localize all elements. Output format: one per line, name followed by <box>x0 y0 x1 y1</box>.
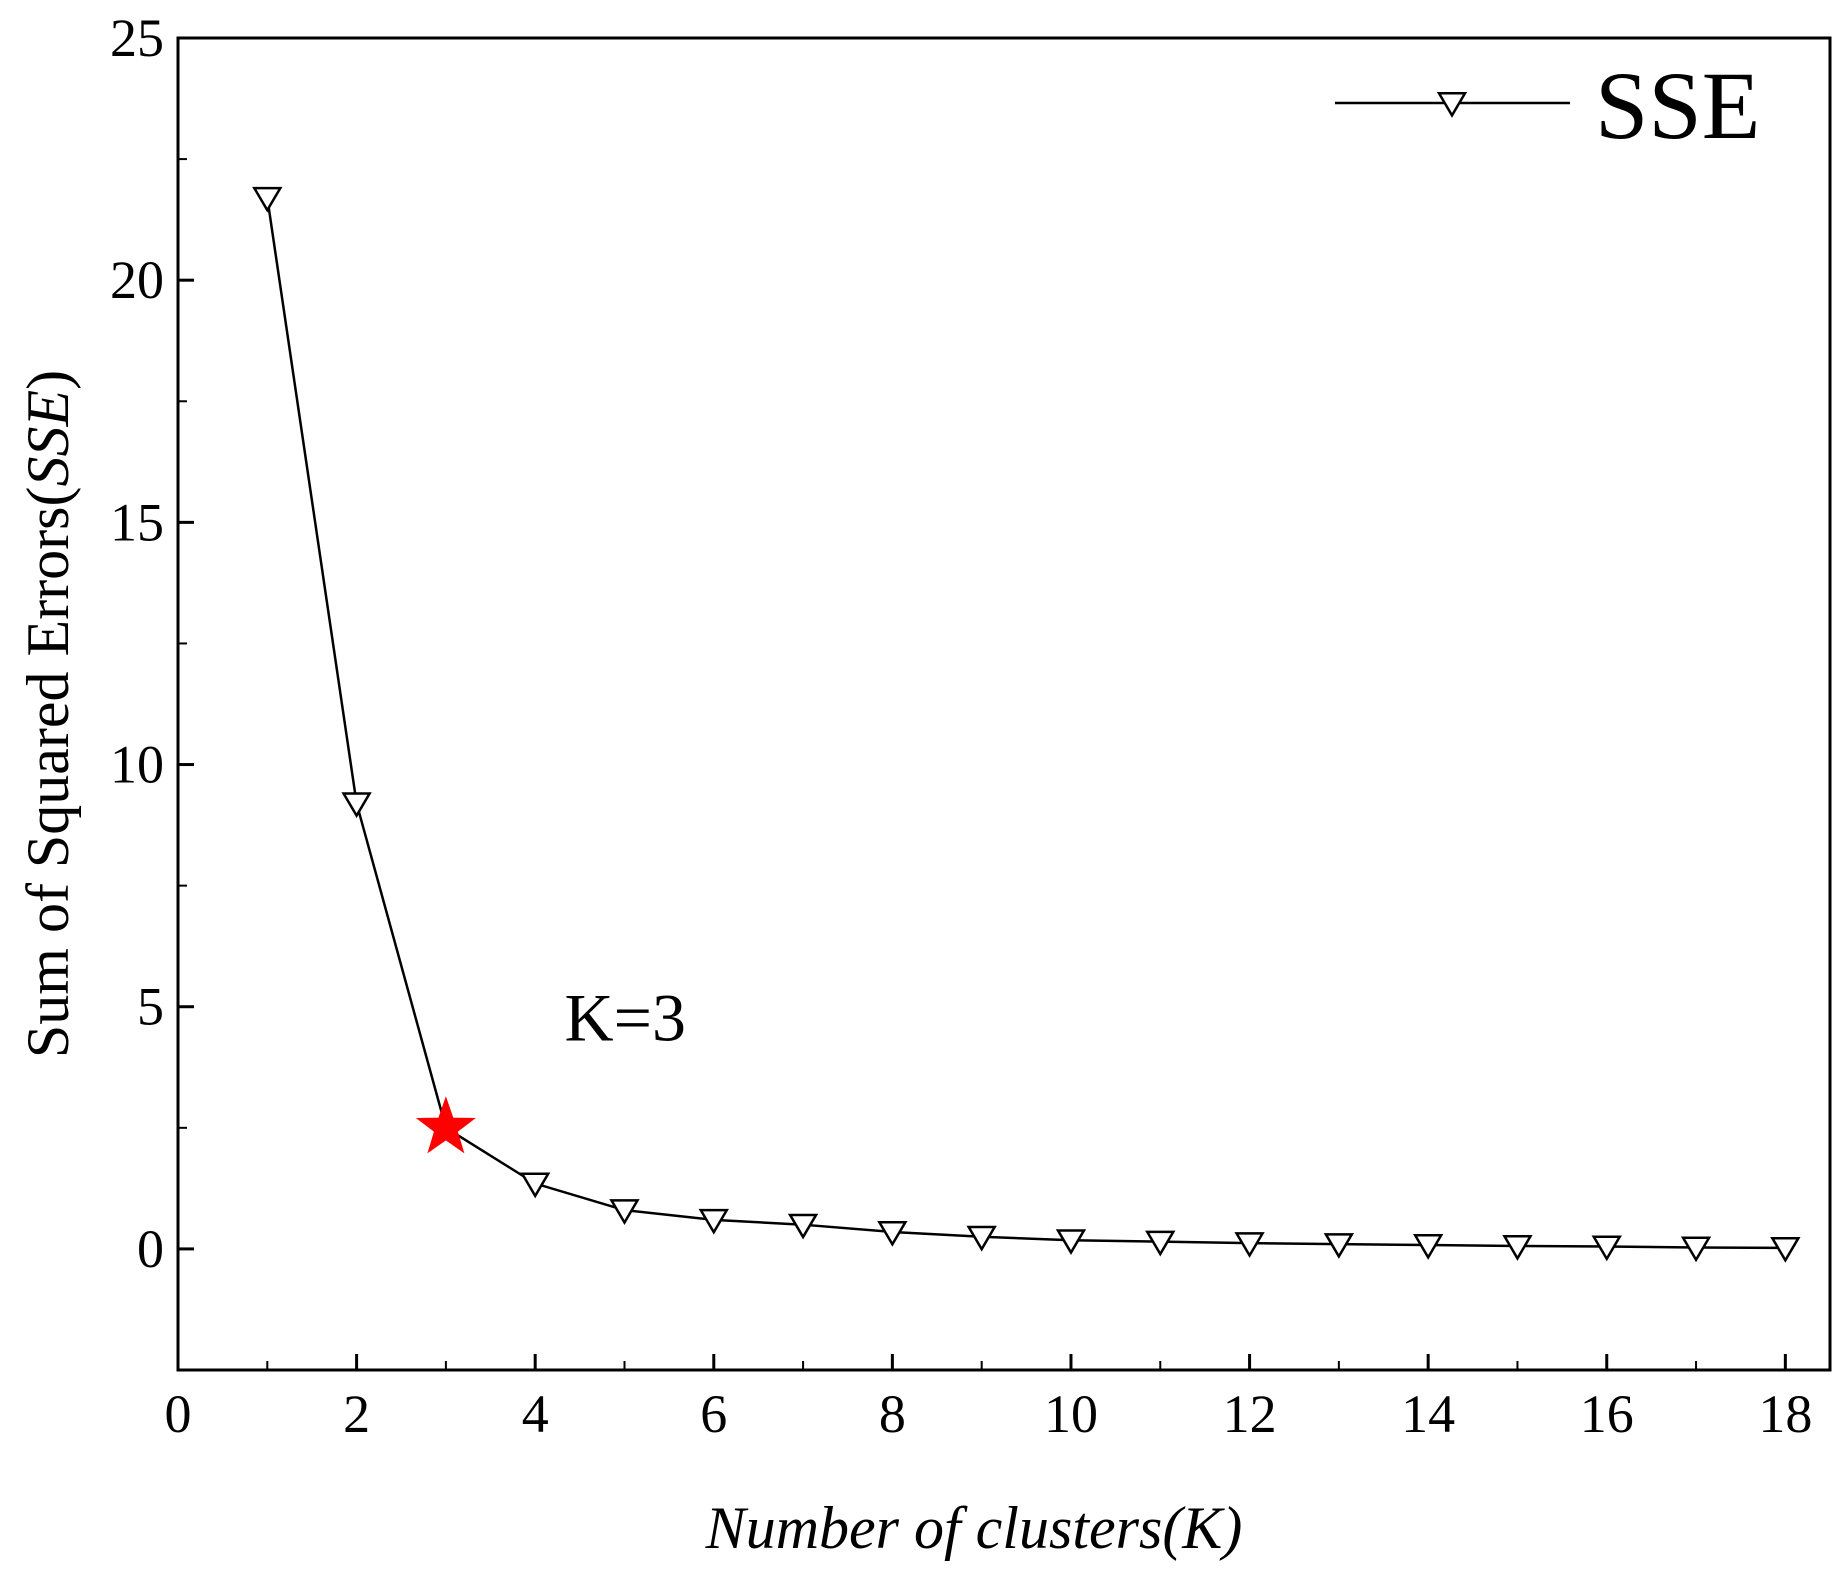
sse-point-marker <box>698 1208 729 1235</box>
y-tick-label: 25 <box>110 8 164 68</box>
sse-point-marker <box>1412 1234 1444 1260</box>
x-tick-label: 12 <box>1223 1384 1277 1444</box>
y-tick-label: 5 <box>137 977 164 1037</box>
x-tick-label: 18 <box>1758 1384 1812 1444</box>
legend-label: SSE <box>1595 52 1760 159</box>
sse-point-marker <box>1323 1233 1355 1259</box>
x-tick-label: 4 <box>522 1384 549 1444</box>
x-tick-label: 6 <box>700 1384 727 1444</box>
sse-point-marker <box>252 186 283 213</box>
sse-point-marker <box>1145 1230 1176 1257</box>
x-tick-label: 0 <box>165 1384 192 1444</box>
sse-point-marker <box>1502 1235 1533 1261</box>
y-axis-title: Sum of Squared Errors(SSE) <box>15 370 81 1058</box>
sse-point-marker <box>341 792 372 819</box>
sse-point-marker <box>1055 1229 1087 1256</box>
y-tick-label: 0 <box>137 1219 164 1279</box>
sse-point-marker <box>1234 1232 1265 1258</box>
k-annotation: K=3 <box>564 979 685 1055</box>
sse-point-marker <box>520 1172 551 1199</box>
sse-point-marker <box>1770 1236 1801 1263</box>
x-tick-label: 2 <box>343 1384 370 1444</box>
sse-point-marker <box>787 1213 819 1240</box>
sse-point-marker <box>966 1225 997 1252</box>
highlight-star-marker <box>415 1096 476 1154</box>
plot-frame <box>176 36 1832 1372</box>
y-tick-label: 15 <box>110 492 164 552</box>
legend-marker <box>1436 92 1468 118</box>
sse-point-marker <box>609 1199 640 1225</box>
sse-point-marker <box>877 1220 908 1247</box>
y-tick-label: 10 <box>110 735 164 795</box>
x-tick-label: 16 <box>1580 1384 1634 1444</box>
x-tick-label: 14 <box>1401 1384 1455 1444</box>
x-axis-title: Number of clusters(K) <box>705 1495 1243 1561</box>
x-tick-label: 10 <box>1044 1384 1098 1444</box>
y-tick-label: 20 <box>110 250 164 310</box>
sse-series-line <box>266 197 1786 1250</box>
sse-point-marker <box>1591 1235 1622 1262</box>
sse-point-marker <box>1680 1236 1712 1263</box>
x-tick-label: 8 <box>879 1384 906 1444</box>
